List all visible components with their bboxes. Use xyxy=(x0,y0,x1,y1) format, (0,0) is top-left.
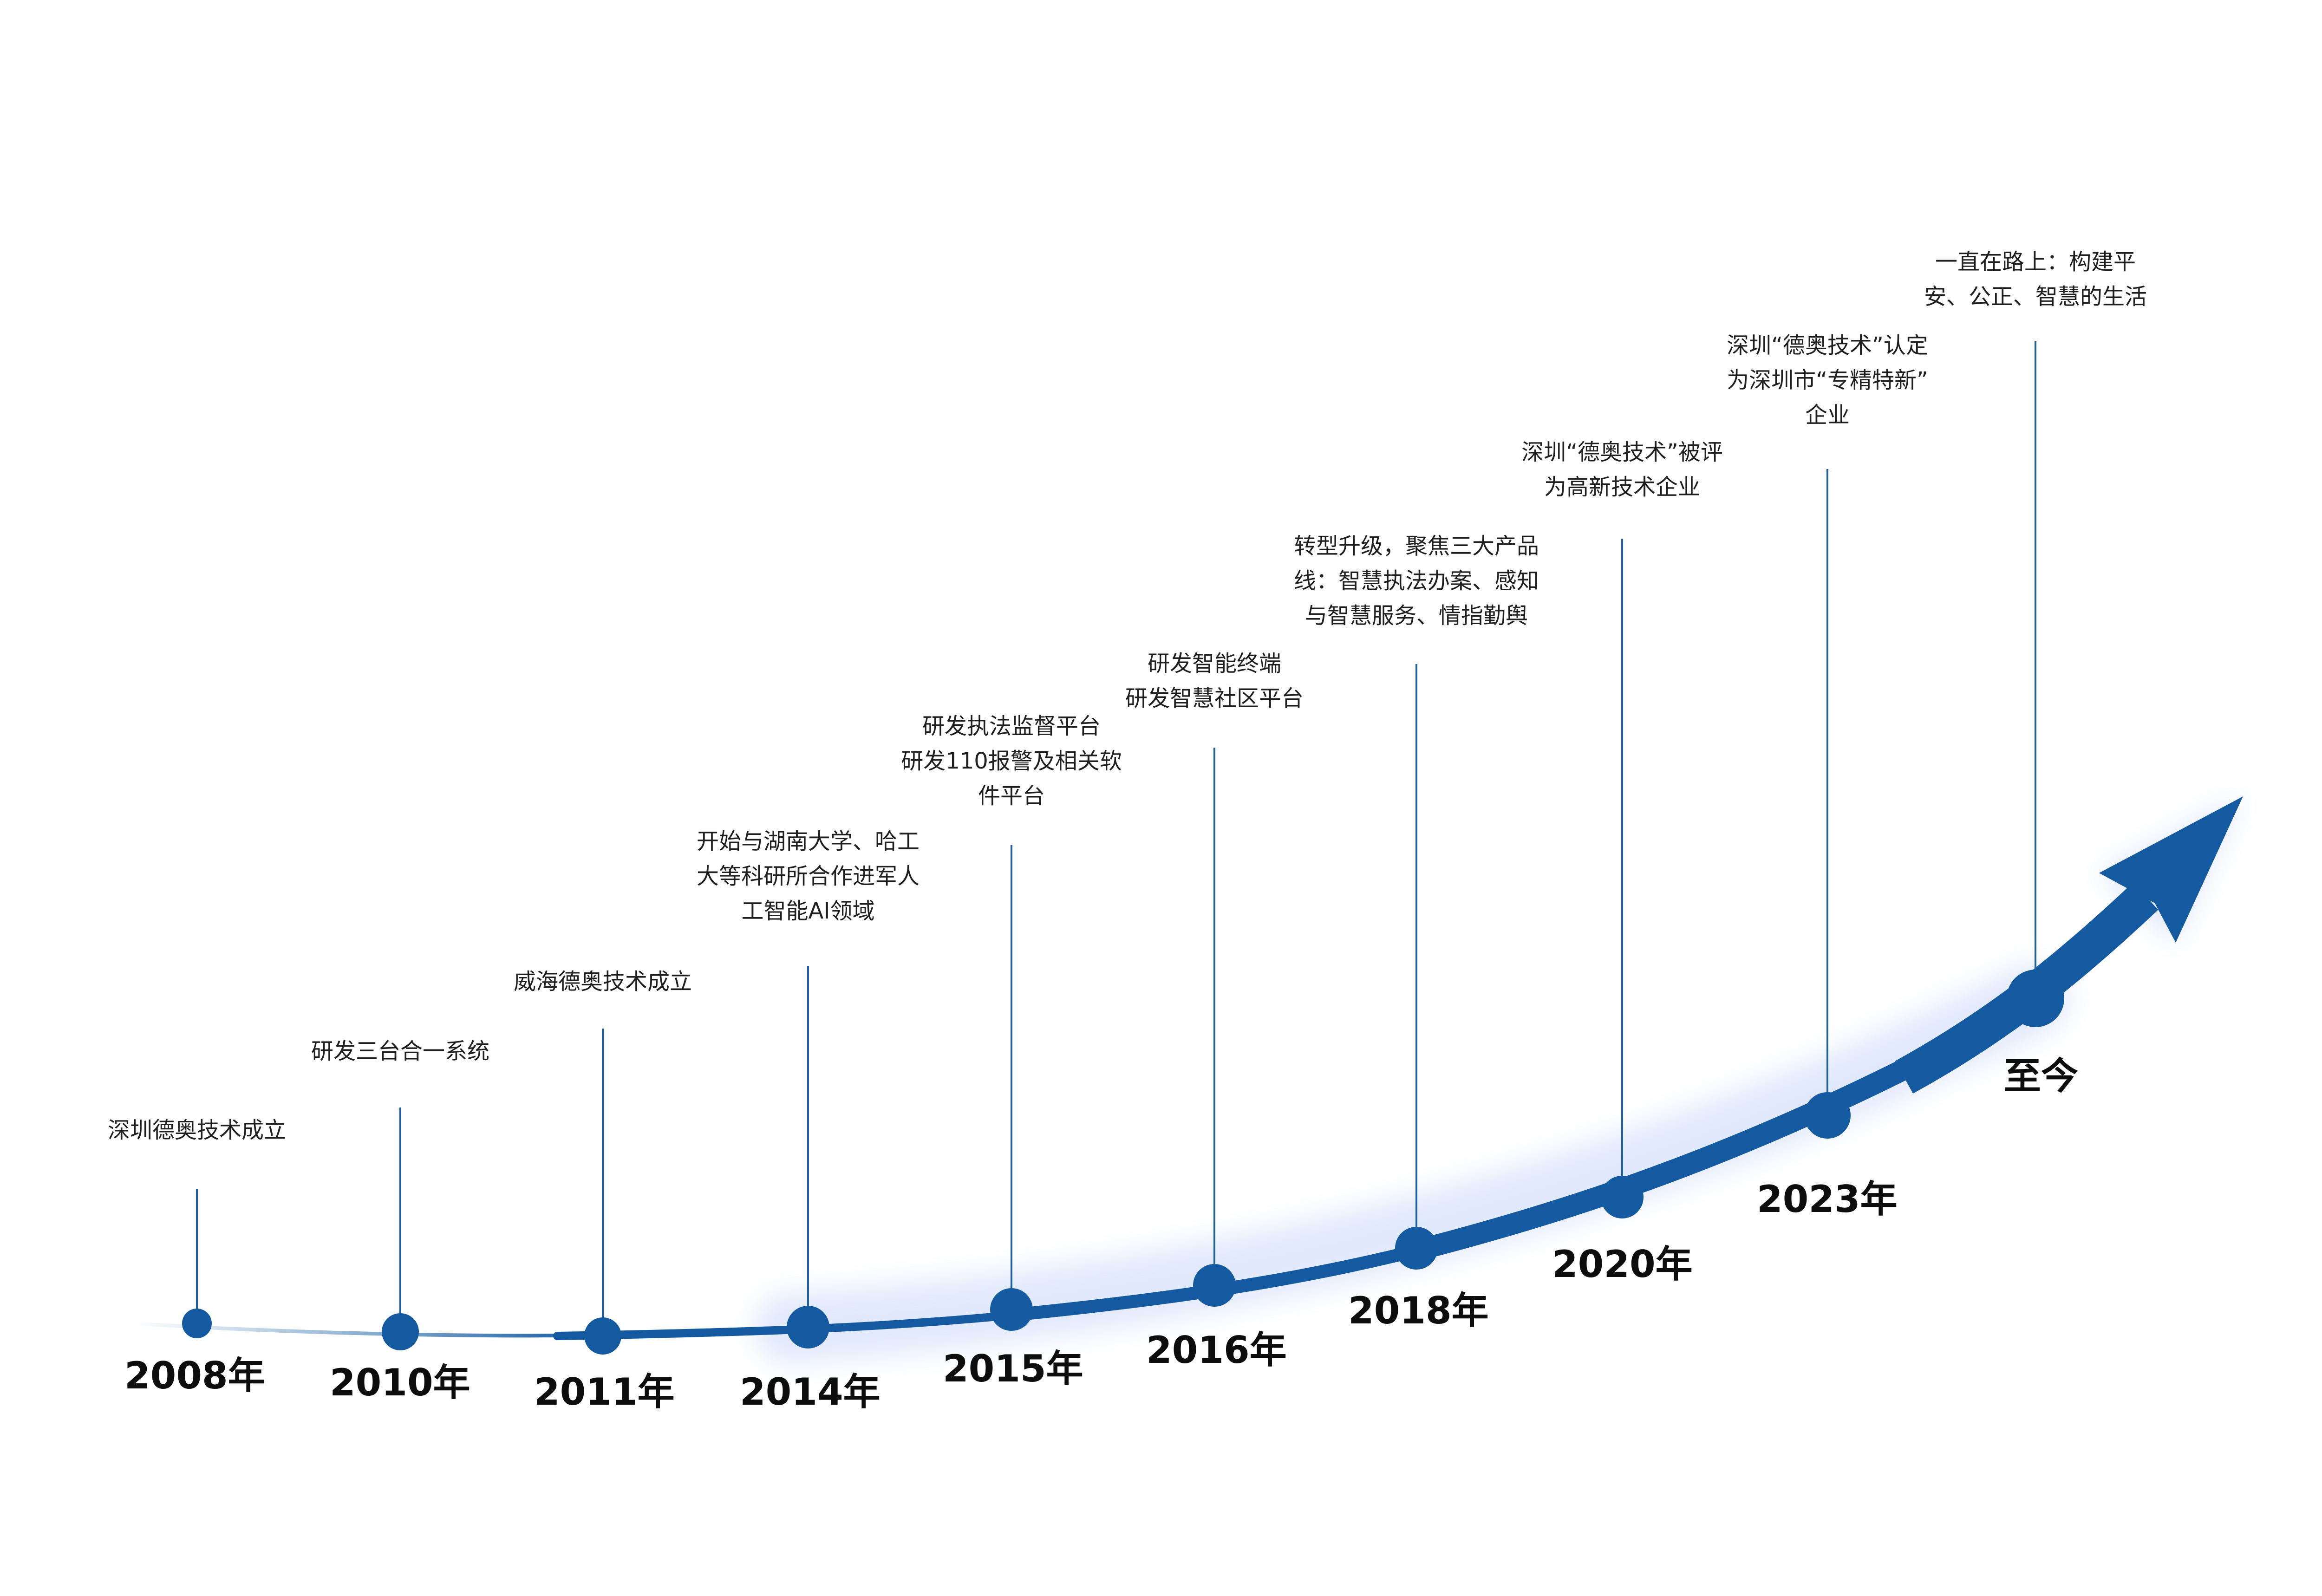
year-label: 至今 xyxy=(2004,1055,2078,1098)
event-description: 威海德奥技术成立 xyxy=(514,969,692,995)
event-description-line: 深圳“德奥技术”认定 xyxy=(1727,332,1928,358)
year-label: 2014年 xyxy=(740,1370,881,1414)
event-description-line: 工智能AI领域 xyxy=(742,898,875,924)
event-description: 深圳德奥技术成立 xyxy=(108,1117,286,1143)
event-description-line: 件平台 xyxy=(978,783,1045,809)
year-label: 2020年 xyxy=(1552,1243,1693,1286)
milestone-node xyxy=(584,1317,621,1355)
event-description: 研发三台合一系统 xyxy=(311,1038,489,1064)
event-description-line: 研发三台合一系统 xyxy=(311,1038,489,1064)
milestone-node xyxy=(182,1309,212,1338)
milestone-nodes xyxy=(182,970,2064,1355)
event-description: 深圳“德奥技术”认定为深圳市“专精特新” 企业 xyxy=(1727,332,1928,428)
event-description-line: 与智慧服务、情指勤舆 xyxy=(1305,603,1528,629)
event-description-line: 研发智慧社区平台 xyxy=(1125,685,1304,711)
year-label: 2016年 xyxy=(1146,1329,1287,1372)
leader-lines xyxy=(196,341,2036,1319)
milestone-node xyxy=(2007,970,2064,1027)
year-label: 2018年 xyxy=(1348,1289,1489,1332)
event-description-line: 开始与湖南大学、哈工 xyxy=(697,828,920,854)
event-description: 一直在路上：构建平安、公正、智慧的生活 xyxy=(1924,249,2147,310)
event-description-line: 安、公正、智慧的生活 xyxy=(1924,284,2147,310)
event-description-line: 线：智慧执法办案、感知 xyxy=(1294,568,1539,594)
milestone-node xyxy=(1601,1176,1644,1218)
event-description-line: 转型升级，聚焦三大产品 xyxy=(1294,533,1539,559)
event-description-line: 研发执法监督平台 xyxy=(922,713,1101,739)
event-description-line: 深圳德奥技术成立 xyxy=(108,1117,286,1143)
event-description-line: 企业 xyxy=(1805,402,1850,428)
event-description-line: 为深圳市“专精特新” xyxy=(1727,367,1928,393)
event-description: 深圳“德奥技术”被评为高新技术企业 xyxy=(1521,439,1723,500)
event-description-line: 一直在路上：构建平 xyxy=(1935,249,2136,275)
event-description-line: 威海德奥技术成立 xyxy=(514,969,692,995)
year-labels: 2008年 2010年 2011年 2014年 2015年 2016年 2018年 2020年… xyxy=(124,1055,2078,1414)
milestone-node xyxy=(1804,1092,1851,1139)
milestone-node xyxy=(787,1306,829,1348)
milestone-node xyxy=(382,1313,419,1350)
year-label: 2023年 xyxy=(1757,1178,1898,1221)
event-description-line: 研发110报警及相关软 xyxy=(901,748,1122,774)
milestone-node xyxy=(1395,1227,1438,1270)
year-label: 2010年 xyxy=(330,1361,470,1404)
event-description: 转型升级，聚焦三大产品线：智慧执法办案、感知与智慧服务、情指勤舆 xyxy=(1294,533,1539,629)
milestone-node xyxy=(1193,1264,1236,1307)
arrow-head-icon xyxy=(2099,796,2243,943)
event-description: 研发智能终端研发智慧社区平台 xyxy=(1125,651,1304,711)
event-descriptions: 深圳德奥技术成立 研发三台合一系统 威海德奥技术成立 开始与湖南大学、哈工大等科研所合… xyxy=(108,249,2147,1143)
event-description: 开始与湖南大学、哈工大等科研所合作进军人工智能AI领域 xyxy=(697,828,920,924)
year-label: 2015年 xyxy=(943,1347,1083,1390)
year-label: 2011年 xyxy=(534,1370,675,1414)
milestone-node xyxy=(990,1288,1033,1331)
event-description-line: 研发智能终端 xyxy=(1148,651,1281,677)
event-description-line: 大等科研所合作进军人 xyxy=(697,863,920,889)
event-description-line: 为高新技术企业 xyxy=(1544,474,1700,500)
event-description-line: 深圳“德奥技术”被评 xyxy=(1521,439,1723,465)
year-label: 2008年 xyxy=(124,1354,265,1397)
event-description: 研发执法监督平台研发110报警及相关软件平台 xyxy=(901,713,1122,809)
